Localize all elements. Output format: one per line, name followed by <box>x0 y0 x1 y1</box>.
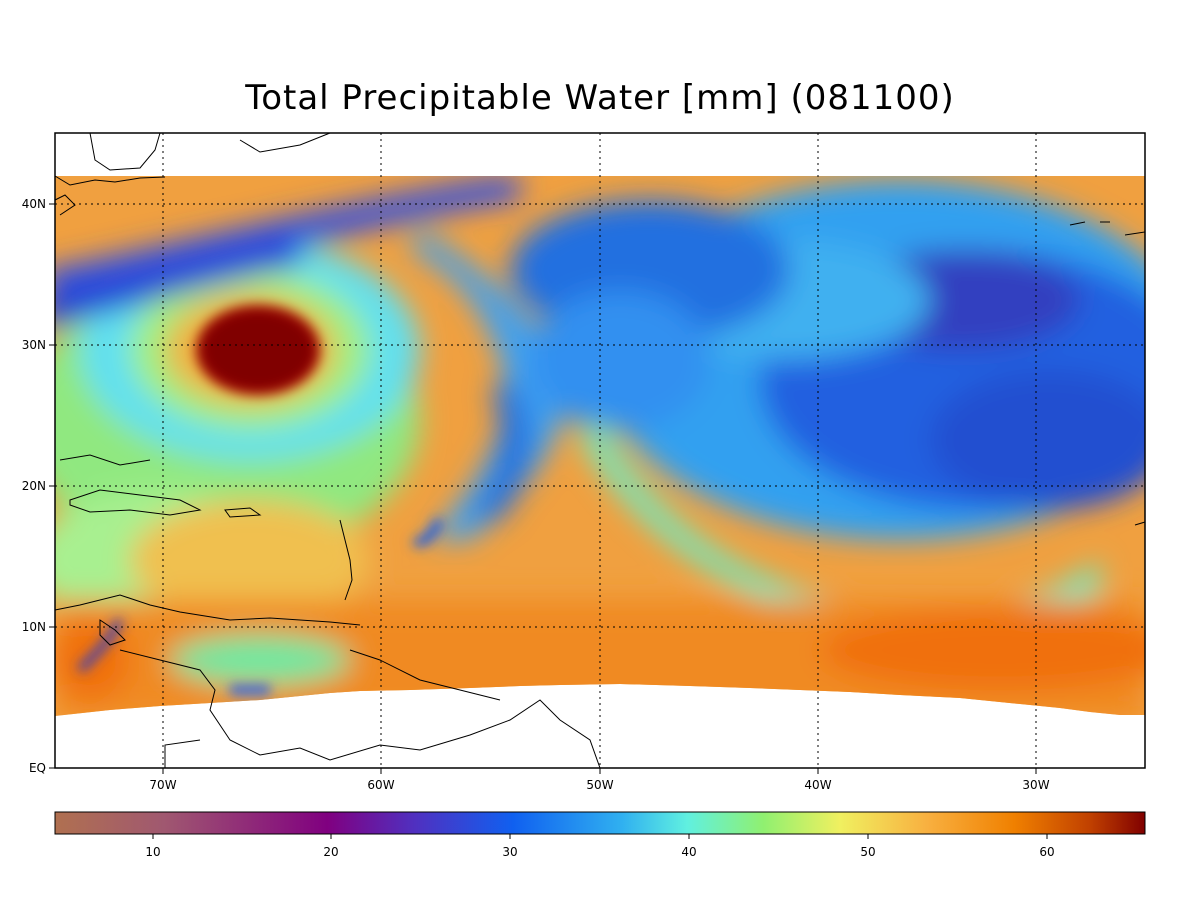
precipitable-water-field <box>55 176 1145 716</box>
lat-label-eq: EQ <box>29 761 46 775</box>
colorbar-tick-30: 30 <box>502 845 517 859</box>
lon-label-30w: 30W <box>1022 778 1049 792</box>
colorbar <box>54 811 1146 835</box>
lon-label-40w: 40W <box>804 778 831 792</box>
lat-label-20n: 20N <box>22 479 46 493</box>
colorbar-tick-10: 10 <box>145 845 160 859</box>
colorbar-tick-50: 50 <box>860 845 875 859</box>
lon-label-60w: 60W <box>367 778 394 792</box>
map-title: Total Precipitable Water [mm] (081100) <box>245 78 955 118</box>
colorbar-tick-60: 60 <box>1039 845 1054 859</box>
lat-label-10n: 10N <box>22 620 46 634</box>
lat-label-40n: 40N <box>22 197 46 211</box>
graticule <box>55 133 1145 768</box>
lon-label-70w: 70W <box>149 778 176 792</box>
colorbar-tick-20: 20 <box>323 845 338 859</box>
coastlines <box>54 132 1146 769</box>
colorbar-tick-40: 40 <box>681 845 696 859</box>
lat-label-30n: 30N <box>22 338 46 352</box>
lon-label-50w: 50W <box>586 778 613 792</box>
